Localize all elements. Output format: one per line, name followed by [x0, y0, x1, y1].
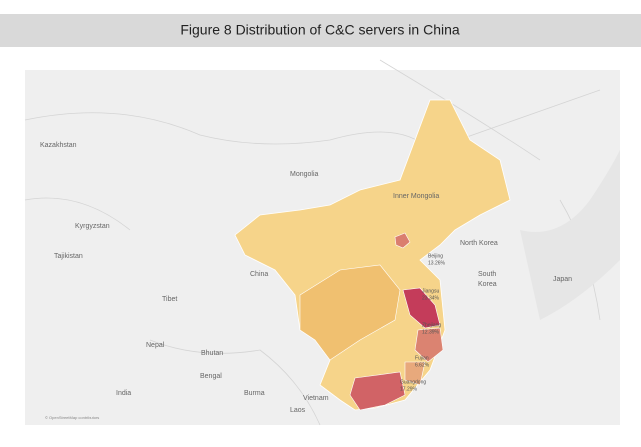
region-name: Guangdong: [400, 379, 426, 385]
place-label: India: [116, 390, 131, 397]
attribution: © OpenStreetMap contributors: [45, 415, 99, 420]
region-value: 6.62%: [415, 362, 430, 368]
place-label: North Korea: [460, 240, 498, 247]
place-label: South: [478, 271, 496, 278]
place-label: Tajikistan: [54, 253, 83, 260]
place-label: Burma: [244, 390, 265, 397]
japan-land: [520, 150, 620, 320]
region: [349, 371, 406, 411]
region: [394, 232, 411, 249]
region-name: Fujian: [415, 355, 429, 361]
central-provinces: [299, 264, 401, 361]
region-value: 13.26%: [428, 260, 446, 266]
region: [414, 327, 444, 363]
place-label: Tibet: [162, 296, 177, 303]
region-name: Zhejiang: [422, 322, 441, 328]
region-name: Jiangsu: [422, 288, 439, 294]
place-label: Laos: [290, 407, 306, 414]
place-label: Bhutan: [201, 350, 223, 357]
region: [404, 361, 426, 386]
place-label: Vietnam: [303, 395, 329, 402]
figure-title: Figure 8 Distribution of C&C servers in …: [180, 22, 460, 38]
region-value: 12.39%: [422, 329, 440, 335]
place-label: Korea: [478, 281, 497, 288]
place-label: Kazakhstan: [40, 142, 77, 149]
place-label: Japan: [553, 276, 572, 283]
place-label: Bengal: [200, 373, 222, 380]
place-label: Nepal: [146, 342, 165, 349]
place-label: China: [250, 271, 268, 278]
region-name: Beijing: [428, 253, 443, 259]
region-value: 23.34%: [422, 295, 440, 301]
place-label: Mongolia: [290, 171, 319, 178]
borders: [24, 59, 601, 426]
place-label: Inner Mongolia: [393, 193, 439, 200]
region-value: 17.29%: [400, 386, 418, 392]
title-bar: [0, 14, 641, 47]
region: [402, 287, 441, 329]
place-label: Kyrgyzstan: [75, 223, 110, 230]
